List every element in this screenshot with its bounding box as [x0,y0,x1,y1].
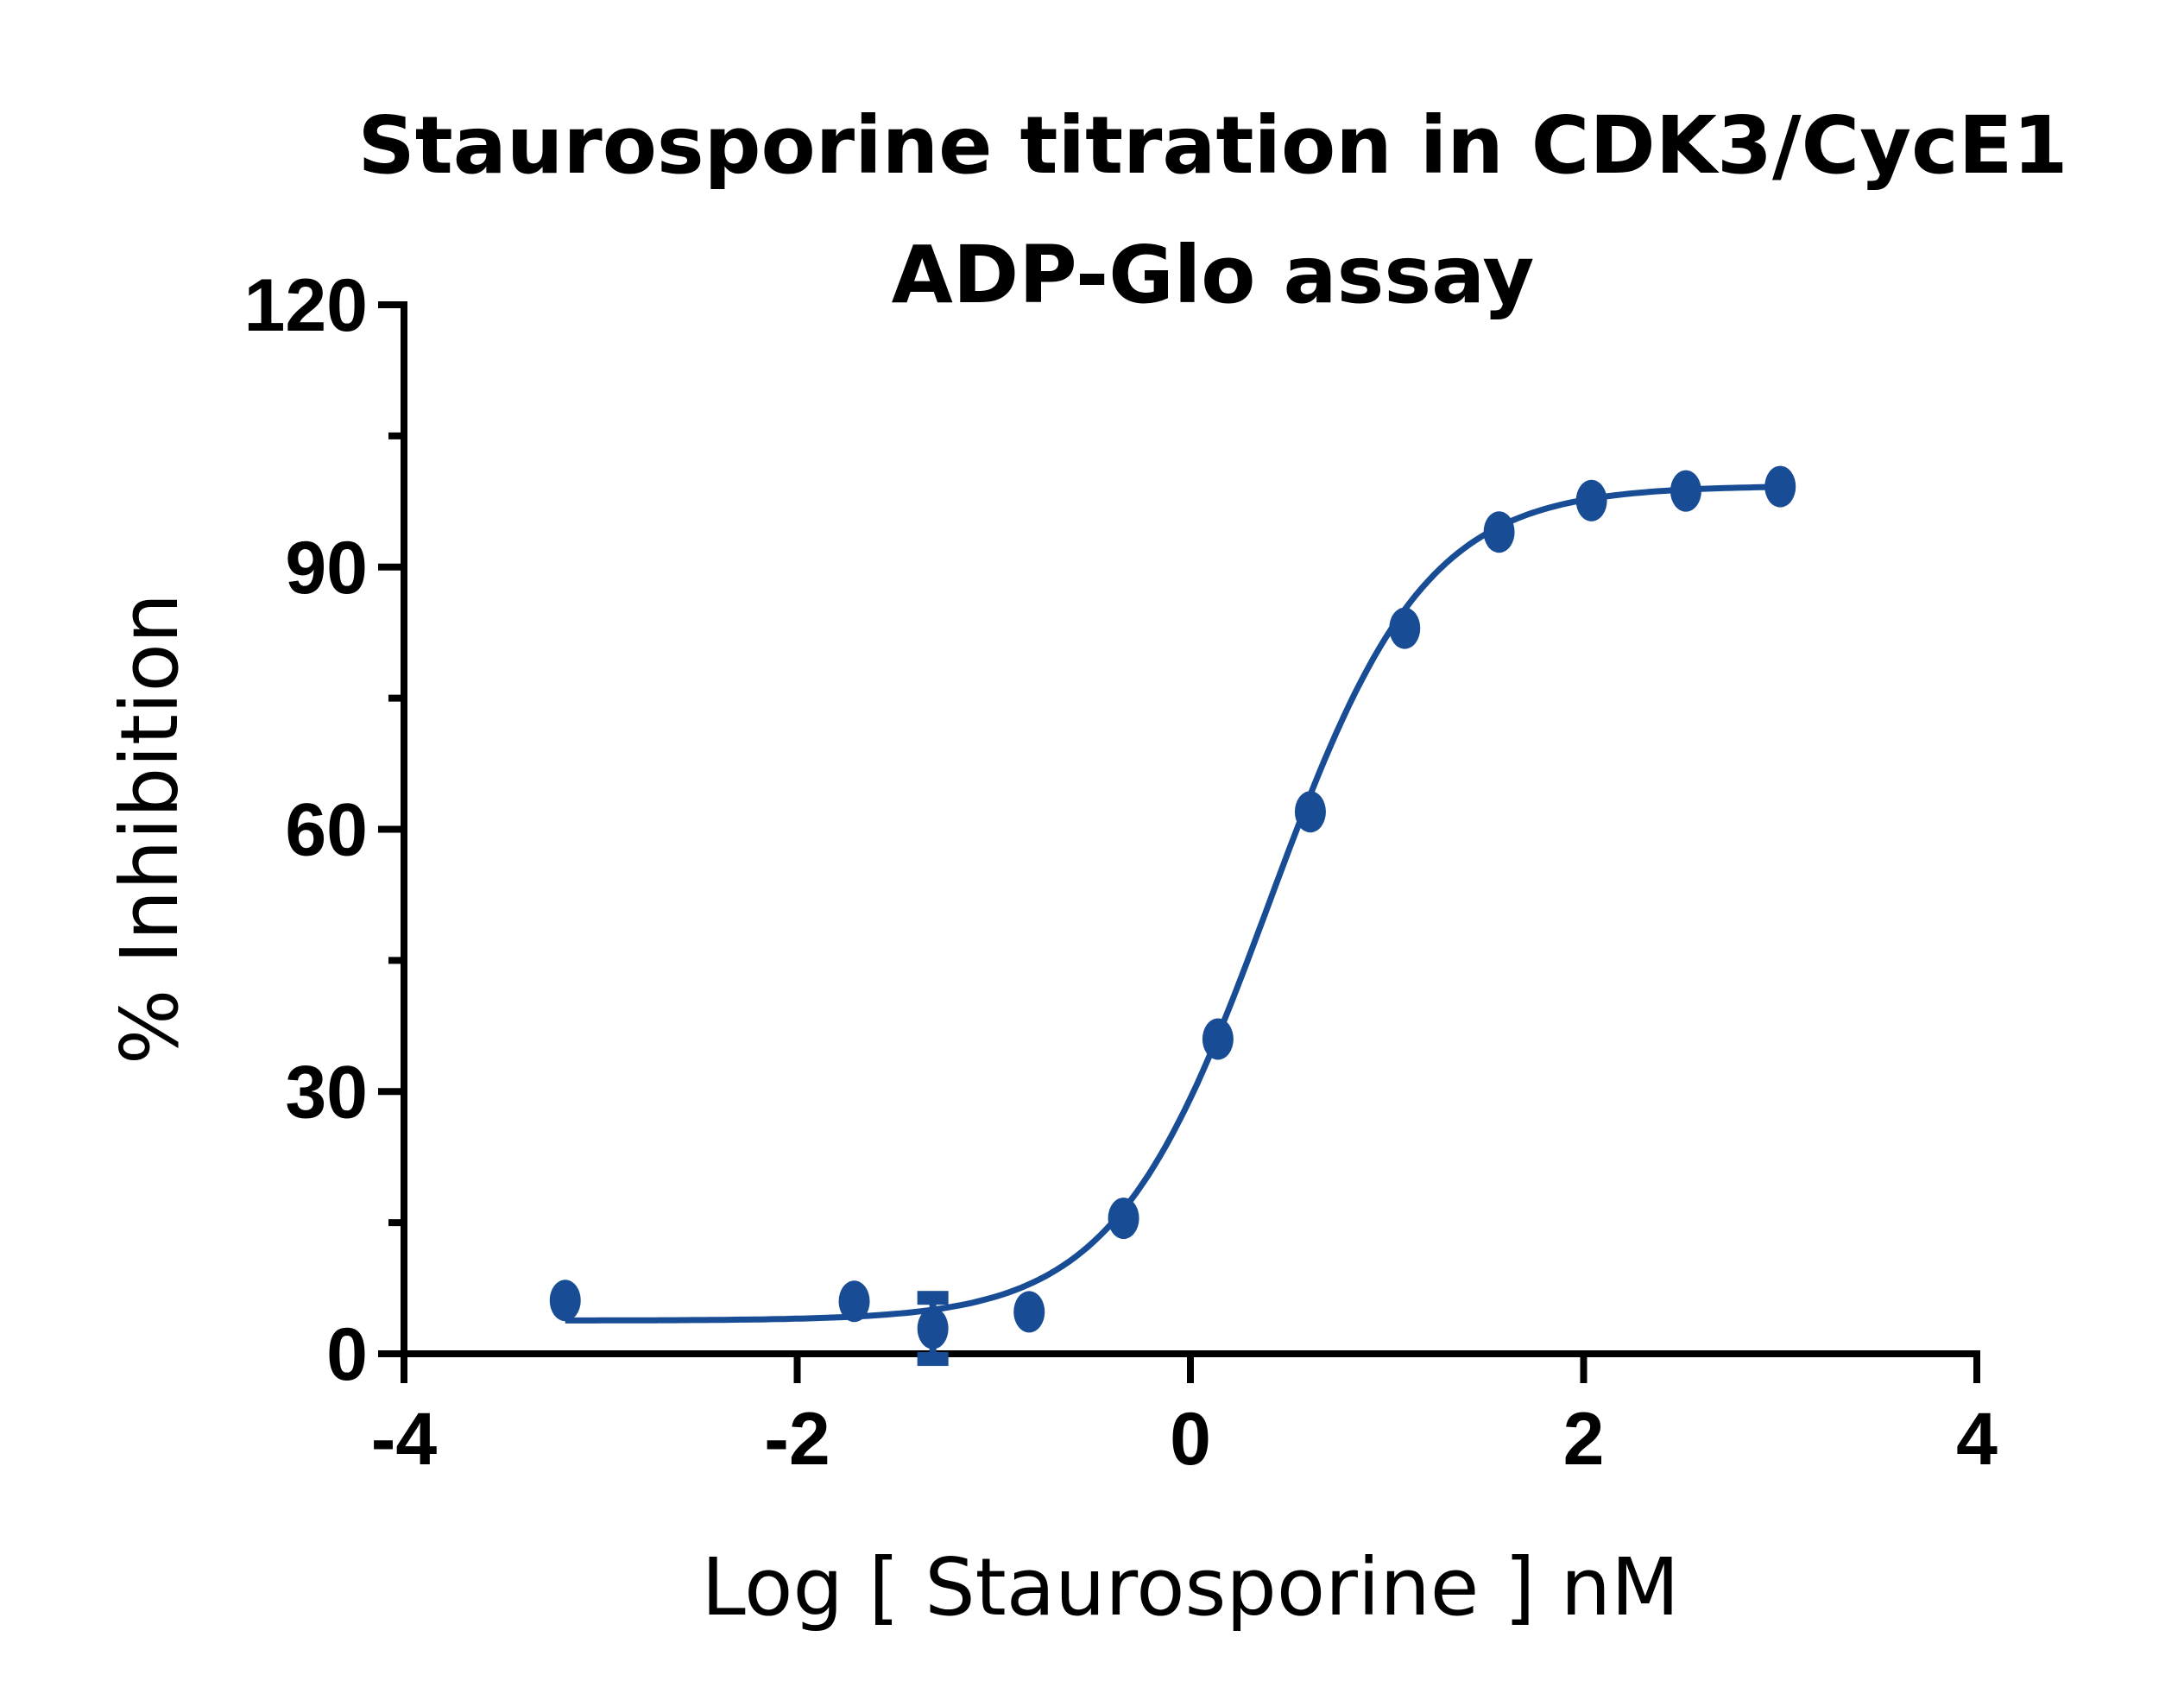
x-tick-label: -4 [371,1398,438,1481]
fit-curve [565,483,1781,1324]
x-tick-label: -2 [764,1398,830,1481]
y-tick-label: 30 [285,1051,368,1134]
y-tick-label: 90 [285,527,368,610]
data-point [1389,607,1421,649]
chart-title-line-2: ADP-Glo assay [892,229,1535,321]
y-axis-label: % Inhibition [104,593,196,1065]
x-tick-label: 0 [1170,1398,1211,1481]
data-point [1294,791,1326,833]
error-bar-cap [917,1352,949,1367]
y-tick-label: 120 [244,264,369,347]
data-point [1013,1291,1045,1333]
data-point [549,1280,581,1322]
x-tick-label: 2 [1563,1398,1605,1481]
x-tick-label: 4 [1956,1398,1998,1481]
chart-title-line-1: Staurosporine titration in CDK3/CycE1 [358,99,2068,192]
data-point [1670,470,1701,512]
data-point [1483,511,1515,553]
data-point [917,1307,949,1349]
y-tick-label: 0 [326,1313,368,1396]
y-tick-label: 60 [285,789,368,872]
data-point [1764,465,1796,508]
data-point [1575,479,1607,521]
data-point [1202,1018,1234,1060]
data-point [1108,1198,1139,1240]
error-bar-cap [917,1291,949,1305]
x-axis-label: Log [ Staurosporine ] nM [702,1541,1680,1634]
data-point [838,1280,870,1323]
